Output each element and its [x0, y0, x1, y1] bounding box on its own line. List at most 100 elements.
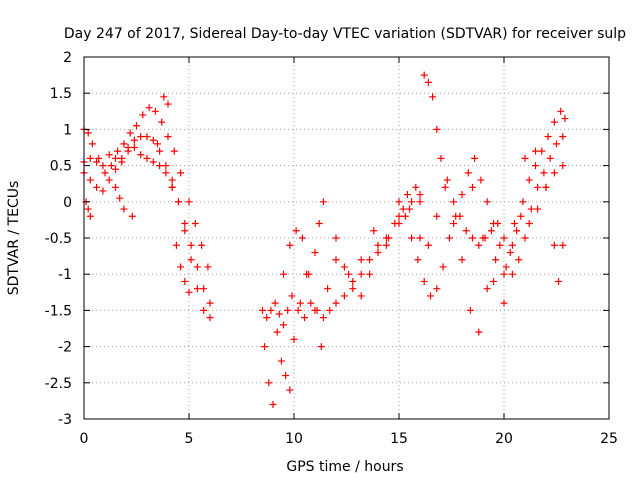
series-track-k	[469, 147, 567, 307]
data-point	[101, 169, 109, 177]
data-point	[462, 227, 470, 235]
data-point	[86, 176, 94, 184]
data-point	[500, 299, 508, 307]
data-point	[193, 285, 201, 293]
data-point	[544, 133, 552, 141]
data-point	[487, 227, 495, 235]
data-point	[84, 129, 92, 137]
data-point	[508, 241, 516, 249]
y-tick-labels: -3 -2.5 -2 -1.5 -1 -0.5 0 0.5 1 1.5 2	[45, 50, 72, 428]
data-point	[443, 176, 451, 184]
data-point	[168, 176, 176, 184]
data-point	[198, 241, 206, 249]
data-point	[408, 198, 416, 206]
data-point	[441, 183, 449, 191]
data-point	[187, 256, 195, 264]
data-point	[175, 198, 182, 206]
data-point	[284, 306, 292, 314]
data-point	[86, 154, 94, 162]
data-point	[332, 256, 340, 264]
data-point	[466, 306, 474, 314]
y-tick-label: -0.5	[45, 231, 72, 247]
data-point	[181, 277, 189, 285]
data-point	[357, 292, 365, 300]
data-point	[534, 205, 542, 213]
data-point	[525, 220, 533, 228]
data-point	[280, 270, 287, 278]
data-point	[107, 162, 115, 170]
data-point	[95, 154, 103, 162]
data-point	[561, 115, 569, 123]
data-point	[286, 386, 294, 394]
data-point	[395, 220, 403, 228]
data-point	[420, 71, 428, 79]
x-tick-label: 0	[80, 431, 89, 447]
data-point	[412, 183, 420, 191]
data-point	[86, 212, 94, 220]
data-point	[124, 144, 132, 151]
data-point	[170, 147, 178, 155]
data-point	[187, 241, 195, 249]
data-point	[294, 306, 302, 314]
data-point	[116, 194, 124, 202]
series-track-d	[82, 93, 193, 296]
data-point	[433, 212, 441, 220]
data-point	[280, 321, 287, 329]
data-point	[366, 270, 374, 278]
data-point	[319, 198, 327, 206]
data-point	[534, 183, 542, 191]
data-point	[469, 234, 476, 242]
data-point	[193, 263, 201, 271]
data-point	[84, 205, 92, 213]
data-point	[145, 104, 153, 112]
data-point	[206, 314, 214, 322]
data-point	[395, 212, 403, 220]
data-point	[527, 205, 535, 213]
data-point	[540, 169, 548, 177]
data-point	[490, 220, 497, 228]
data-point	[151, 107, 159, 115]
data-point	[332, 299, 340, 307]
data-point	[93, 158, 101, 166]
data-point	[508, 270, 516, 278]
data-point	[324, 285, 332, 293]
y-tick-label: -2	[58, 340, 72, 356]
data-point	[185, 198, 193, 206]
data-point	[517, 212, 525, 220]
data-point	[559, 241, 567, 249]
data-point	[538, 147, 546, 155]
data-point	[311, 248, 319, 256]
y-tick-label: -1.5	[45, 303, 72, 319]
data-point	[546, 154, 554, 162]
data-point	[143, 154, 151, 162]
data-point	[88, 140, 96, 148]
y-tick-label: 2	[63, 50, 72, 66]
data-point	[181, 227, 189, 235]
data-point	[267, 306, 275, 314]
series-track-g	[277, 183, 420, 394]
data-point	[265, 379, 273, 387]
data-point	[340, 292, 348, 300]
data-point	[99, 187, 107, 195]
data-point	[349, 277, 357, 285]
data-point	[149, 136, 157, 144]
x-axis-label: GPS time / hours	[286, 459, 403, 475]
data-point	[469, 183, 476, 191]
series-track-a	[80, 144, 214, 307]
data-point	[149, 158, 157, 166]
data-point	[479, 234, 487, 242]
data-point	[511, 220, 518, 228]
data-point	[559, 162, 567, 170]
data-point	[105, 151, 113, 159]
data-point	[139, 111, 147, 119]
series-track-i	[395, 133, 567, 300]
data-point	[162, 162, 170, 170]
data-point	[296, 299, 304, 307]
series-track-e	[259, 191, 424, 329]
data-point	[416, 191, 424, 199]
series-track-h	[420, 71, 569, 256]
data-point	[137, 133, 145, 141]
data-point	[112, 183, 119, 191]
data-point	[269, 401, 277, 409]
data-point	[114, 147, 122, 155]
